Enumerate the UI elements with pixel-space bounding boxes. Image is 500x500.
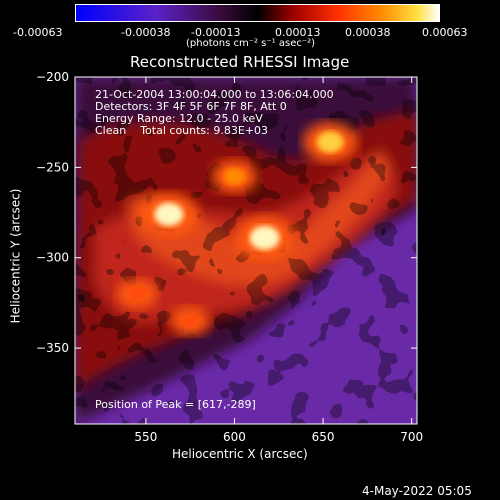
y-tick-label: −350 — [36, 341, 69, 355]
colorbar-units-label: (photons cm⁻² s⁻¹ asec⁻²) — [186, 38, 316, 49]
y-tick-label: −300 — [36, 251, 69, 265]
emission-sources — [116, 122, 358, 336]
chart-title: Reconstructed RHESSI Image — [130, 53, 350, 71]
y-tick-label: −250 — [36, 160, 69, 174]
info-energy-range: Energy Range: 12.0 - 25.0 keV — [95, 112, 263, 125]
x-axis: 550 600 650 700 — [134, 77, 423, 444]
colorbar-tick-label: -0.00038 — [121, 26, 171, 39]
colorbar-tick-label: 0.00063 — [422, 26, 468, 39]
x-tick-label: 650 — [312, 430, 335, 444]
x-tick-label: 600 — [223, 430, 246, 444]
x-axis-label: Heliocentric X (arcsec) — [172, 447, 308, 461]
x-tick-label: 550 — [134, 430, 157, 444]
info-method: Clean Total counts: 9.83E+03 — [95, 124, 269, 137]
heatmap-image — [75, 77, 417, 424]
y-axis: −200 −250 −300 −350 — [36, 70, 417, 355]
colorbar-tick-label: 0.00013 — [275, 26, 321, 39]
emission-source-core — [128, 286, 146, 302]
x-tick-label: 700 — [400, 430, 423, 444]
emission-source-core — [181, 314, 199, 328]
colorbar — [75, 4, 440, 22]
info-peak-position: Position of Peak = [617,-289] — [95, 398, 256, 411]
colorbar-tick-label: -0.00013 — [191, 26, 241, 39]
info-detectors: Detectors: 3F 4F 5F 6F 7F 8F, Att 0 — [95, 100, 287, 113]
colorbar-tick-label: -0.00063 — [13, 26, 63, 39]
colorbar-tick-label: 0.00038 — [345, 26, 391, 39]
info-time-range: 21-Oct-2004 13:00:04.000 to 13:06:04.000 — [95, 88, 334, 101]
emission-source-core — [316, 131, 344, 153]
y-axis-label: Heliocentric Y (arcsec) — [8, 188, 23, 324]
emission-source-core — [223, 167, 246, 185]
y-tick-label: −200 — [36, 70, 69, 84]
footer-date: 4-May-2022 05:05 — [362, 484, 472, 498]
emission-source-core — [249, 225, 280, 250]
emission-source-core — [154, 202, 184, 226]
